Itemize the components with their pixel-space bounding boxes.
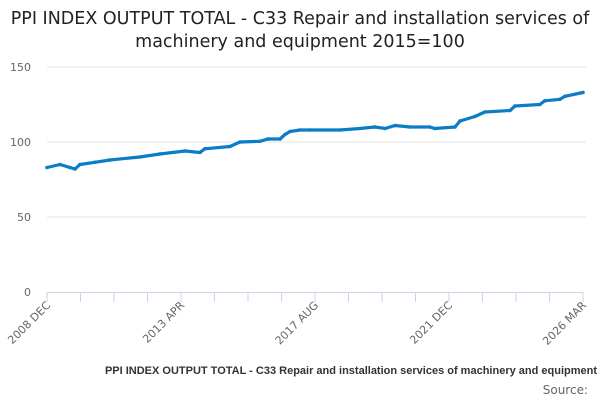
data-point xyxy=(358,126,362,131)
legend-item: PPI INDEX OUTPUT TOTAL - C33 Repair and … xyxy=(104,365,597,377)
data-point xyxy=(563,94,567,99)
data-point xyxy=(383,126,387,131)
data-point xyxy=(157,152,162,156)
data-point xyxy=(278,137,282,141)
data-point xyxy=(581,90,585,95)
y-tick-label: 0 xyxy=(24,286,31,299)
data-point xyxy=(542,98,547,103)
data-point xyxy=(93,160,97,165)
data-point xyxy=(473,114,477,119)
data-point xyxy=(68,165,72,170)
data-point xyxy=(203,146,207,151)
data-point xyxy=(258,139,262,144)
source-label: Source: xyxy=(542,383,588,397)
data-point xyxy=(73,167,77,171)
series-line xyxy=(45,90,585,171)
data-point xyxy=(408,125,412,129)
grid-lines xyxy=(47,66,586,218)
data-point xyxy=(428,125,432,129)
line-chart: 0 50 100 150 2008 DEC 2013 APR 2017 AUG 2021 DE… xyxy=(5,61,589,348)
data-point xyxy=(558,97,562,102)
y-tick-label: 150 xyxy=(10,61,31,74)
x-tick-label: 2026 MAR xyxy=(540,299,589,348)
data-point xyxy=(538,102,542,107)
data-point xyxy=(238,140,242,144)
data-point xyxy=(283,132,287,137)
data-point xyxy=(458,119,462,123)
y-tick-label: 100 xyxy=(10,136,31,149)
x-tick-label: 2008 DEC xyxy=(5,299,53,347)
data-point xyxy=(288,129,292,134)
data-point xyxy=(308,128,312,132)
data-point xyxy=(198,150,202,155)
data-point xyxy=(58,162,62,167)
data-point xyxy=(266,137,270,141)
data-point xyxy=(183,149,187,153)
data-point xyxy=(298,128,302,132)
data-point xyxy=(453,125,457,129)
data-point xyxy=(483,110,487,114)
y-tick-label: 50 xyxy=(17,211,31,224)
x-tick-label: 2021 DEC xyxy=(407,299,455,347)
data-point xyxy=(138,155,142,159)
data-point xyxy=(107,158,112,162)
data-point xyxy=(432,126,437,131)
data-point xyxy=(393,123,397,128)
axes: 0 50 100 150 2008 DEC 2013 APR 2017 AUG 2021 DE… xyxy=(5,61,589,348)
data-point xyxy=(508,108,512,113)
chart-title: PPI INDEX OUTPUT TOTAL - C33 Repair and … xyxy=(10,9,590,52)
data-point xyxy=(373,125,377,129)
data-point xyxy=(228,144,232,149)
plot-area xyxy=(45,90,585,171)
data-point xyxy=(513,104,517,108)
data-point xyxy=(338,128,342,132)
data-point xyxy=(78,162,82,167)
x-tick-label: 2017 AUG xyxy=(273,299,322,348)
x-tick-label: 2013 APR xyxy=(140,299,187,346)
data-point xyxy=(45,165,49,170)
